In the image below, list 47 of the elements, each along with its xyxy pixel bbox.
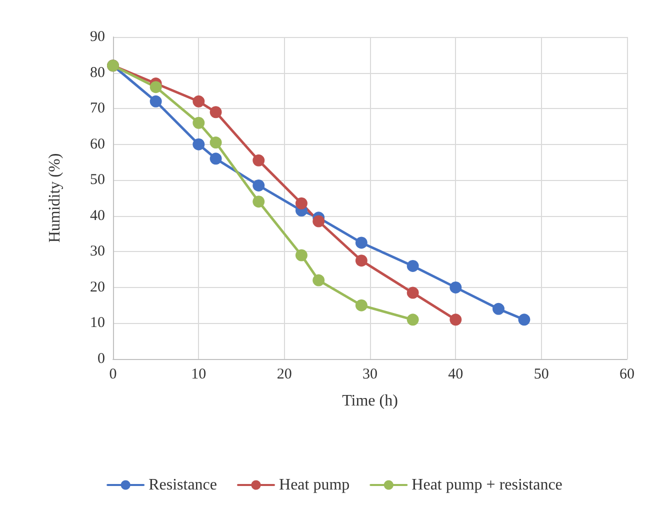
point xyxy=(210,136,222,149)
x-tick-label: 50 xyxy=(534,366,549,382)
point xyxy=(252,179,265,192)
y-tick-label: 60 xyxy=(90,136,105,152)
point xyxy=(312,215,325,228)
legend-label: Heat pump + resistance xyxy=(412,476,562,494)
point xyxy=(518,314,530,326)
point xyxy=(150,81,162,94)
point xyxy=(450,281,462,294)
point xyxy=(406,286,419,299)
point xyxy=(192,95,205,108)
y-tick-label: 40 xyxy=(90,208,105,224)
point xyxy=(210,152,222,165)
y-tick-label: 20 xyxy=(90,279,105,296)
point xyxy=(210,106,222,118)
point xyxy=(355,299,368,312)
point xyxy=(150,95,162,108)
legend-label: Heat pump xyxy=(279,476,350,494)
point xyxy=(406,314,419,326)
x-tick-label: 30 xyxy=(362,366,378,382)
y-tick-label: 50 xyxy=(90,172,105,188)
y-tick-label: 10 xyxy=(90,315,105,332)
point xyxy=(312,274,325,286)
x-tick-label: 10 xyxy=(191,366,206,382)
y-tick-label: 30 xyxy=(90,244,105,260)
point xyxy=(406,260,419,272)
y-tick-label: 80 xyxy=(90,64,105,81)
x-tick-label: 20 xyxy=(276,366,292,382)
point xyxy=(355,236,368,249)
x-axis-title: Time (h) xyxy=(342,392,398,410)
point xyxy=(295,197,308,210)
x-tick-label: 60 xyxy=(620,366,634,382)
point xyxy=(295,249,308,262)
y-tick-label: 0 xyxy=(98,351,105,367)
y-tick-label: 70 xyxy=(90,100,105,117)
point xyxy=(252,196,265,208)
point xyxy=(492,302,504,315)
point xyxy=(192,116,205,129)
point xyxy=(252,154,265,166)
legend-label: Resistance xyxy=(148,476,218,494)
x-tick-label: 40 xyxy=(448,366,464,382)
point xyxy=(192,138,205,150)
point xyxy=(450,314,462,326)
y-axis-title: Humidity (%) xyxy=(46,153,64,243)
x-tick-label: 0 xyxy=(109,366,117,382)
y-tick-label: 90 xyxy=(90,29,105,45)
point xyxy=(355,254,368,267)
